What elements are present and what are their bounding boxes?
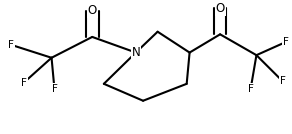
Text: N: N xyxy=(131,46,140,59)
Text: F: F xyxy=(8,40,14,50)
Text: O: O xyxy=(88,4,97,17)
Text: F: F xyxy=(51,84,58,94)
Text: O: O xyxy=(215,2,225,15)
Text: F: F xyxy=(280,76,286,86)
Text: F: F xyxy=(283,37,288,47)
Text: F: F xyxy=(21,77,27,88)
Text: F: F xyxy=(248,84,253,94)
